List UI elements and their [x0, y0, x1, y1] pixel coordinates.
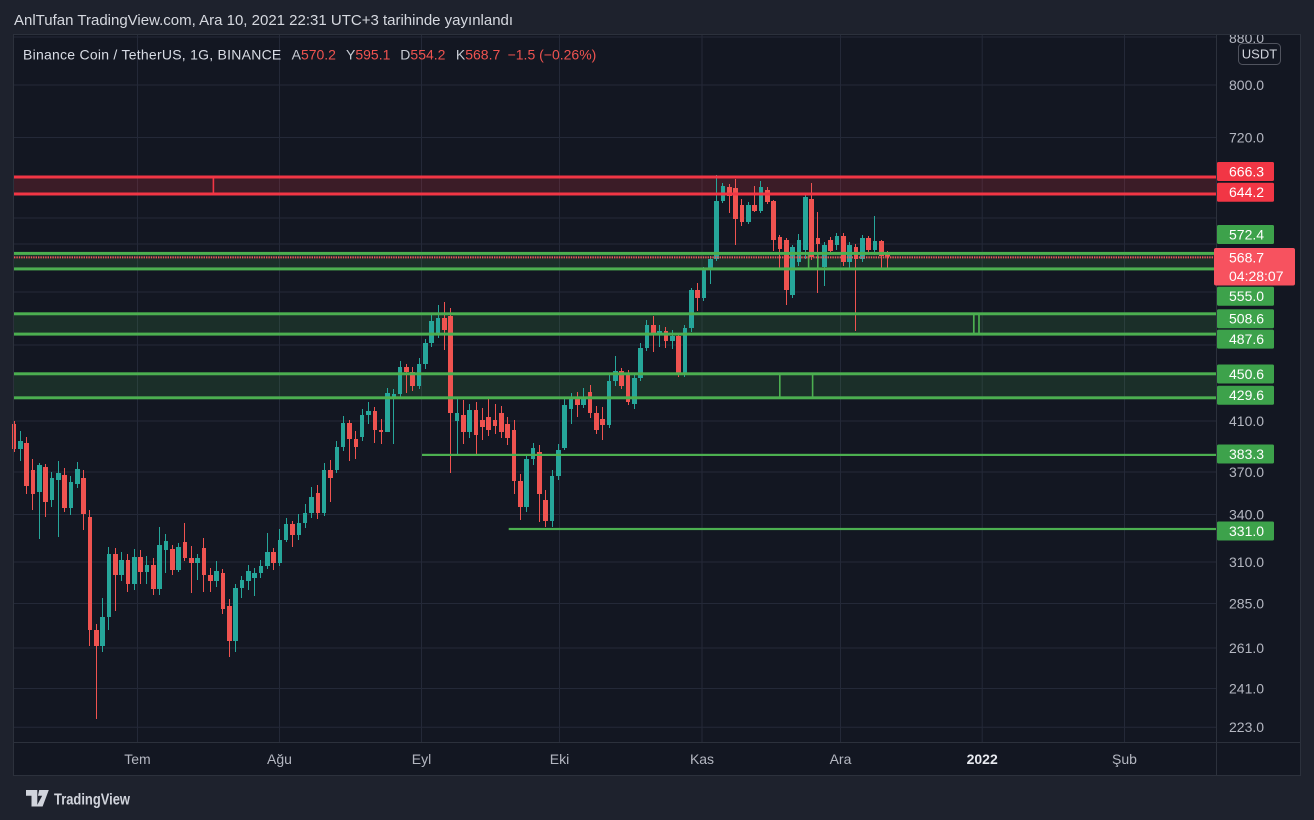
- svg-text:285.0: 285.0: [1229, 595, 1264, 611]
- svg-text:340.0: 340.0: [1229, 506, 1264, 522]
- svg-text:568.7: 568.7: [1229, 249, 1264, 265]
- svg-text:Binance Coin / TetherUS, 1G, B: Binance Coin / TetherUS, 1G, BINANCE: [23, 46, 282, 62]
- svg-text:Tem: Tem: [124, 751, 150, 767]
- svg-text:508.6: 508.6: [1229, 311, 1264, 327]
- svg-text:Şub: Şub: [1112, 751, 1137, 767]
- svg-text:Eyl: Eyl: [412, 751, 431, 767]
- svg-text:Eki: Eki: [550, 751, 569, 767]
- svg-text:572.4: 572.4: [1229, 226, 1264, 242]
- svg-text:K568.7: K568.7: [456, 46, 501, 62]
- svg-text:310.0: 310.0: [1229, 554, 1264, 570]
- svg-text:644.2: 644.2: [1229, 184, 1264, 200]
- svg-text:331.0: 331.0: [1229, 523, 1264, 539]
- svg-text:383.3: 383.3: [1229, 446, 1264, 462]
- svg-text:800.0: 800.0: [1229, 77, 1264, 93]
- svg-text:223.0: 223.0: [1229, 719, 1264, 735]
- svg-text:Y595.1: Y595.1: [346, 46, 391, 62]
- svg-text:Ağu: Ağu: [267, 751, 292, 767]
- svg-text:241.0: 241.0: [1229, 680, 1264, 696]
- svg-text:429.6: 429.6: [1229, 387, 1264, 403]
- svg-text:Kas: Kas: [690, 751, 714, 767]
- svg-text:AnlTufan TradingView.com, Ara: AnlTufan TradingView.com, Ara 10, 2021 2…: [14, 12, 513, 29]
- svg-text:720.0: 720.0: [1229, 129, 1264, 145]
- svg-text:880.0: 880.0: [1229, 30, 1264, 46]
- svg-text:487.6: 487.6: [1229, 331, 1264, 347]
- svg-text:TradingView: TradingView: [54, 791, 130, 808]
- svg-text:A570.2: A570.2: [292, 46, 337, 62]
- svg-text:2022: 2022: [967, 751, 998, 767]
- svg-text:370.0: 370.0: [1229, 464, 1264, 480]
- svg-text:261.0: 261.0: [1229, 640, 1264, 656]
- svg-text:−1.5 (−0.26%): −1.5 (−0.26%): [508, 46, 597, 62]
- svg-text:410.0: 410.0: [1229, 413, 1264, 429]
- svg-text:555.0: 555.0: [1229, 288, 1264, 304]
- svg-text:Ara: Ara: [830, 751, 852, 767]
- svg-text:450.6: 450.6: [1229, 366, 1264, 382]
- svg-text:666.3: 666.3: [1229, 163, 1264, 179]
- svg-text:D554.2: D554.2: [400, 46, 445, 62]
- svg-text:USDT: USDT: [1242, 46, 1277, 61]
- svg-text:04:28:07: 04:28:07: [1229, 268, 1284, 284]
